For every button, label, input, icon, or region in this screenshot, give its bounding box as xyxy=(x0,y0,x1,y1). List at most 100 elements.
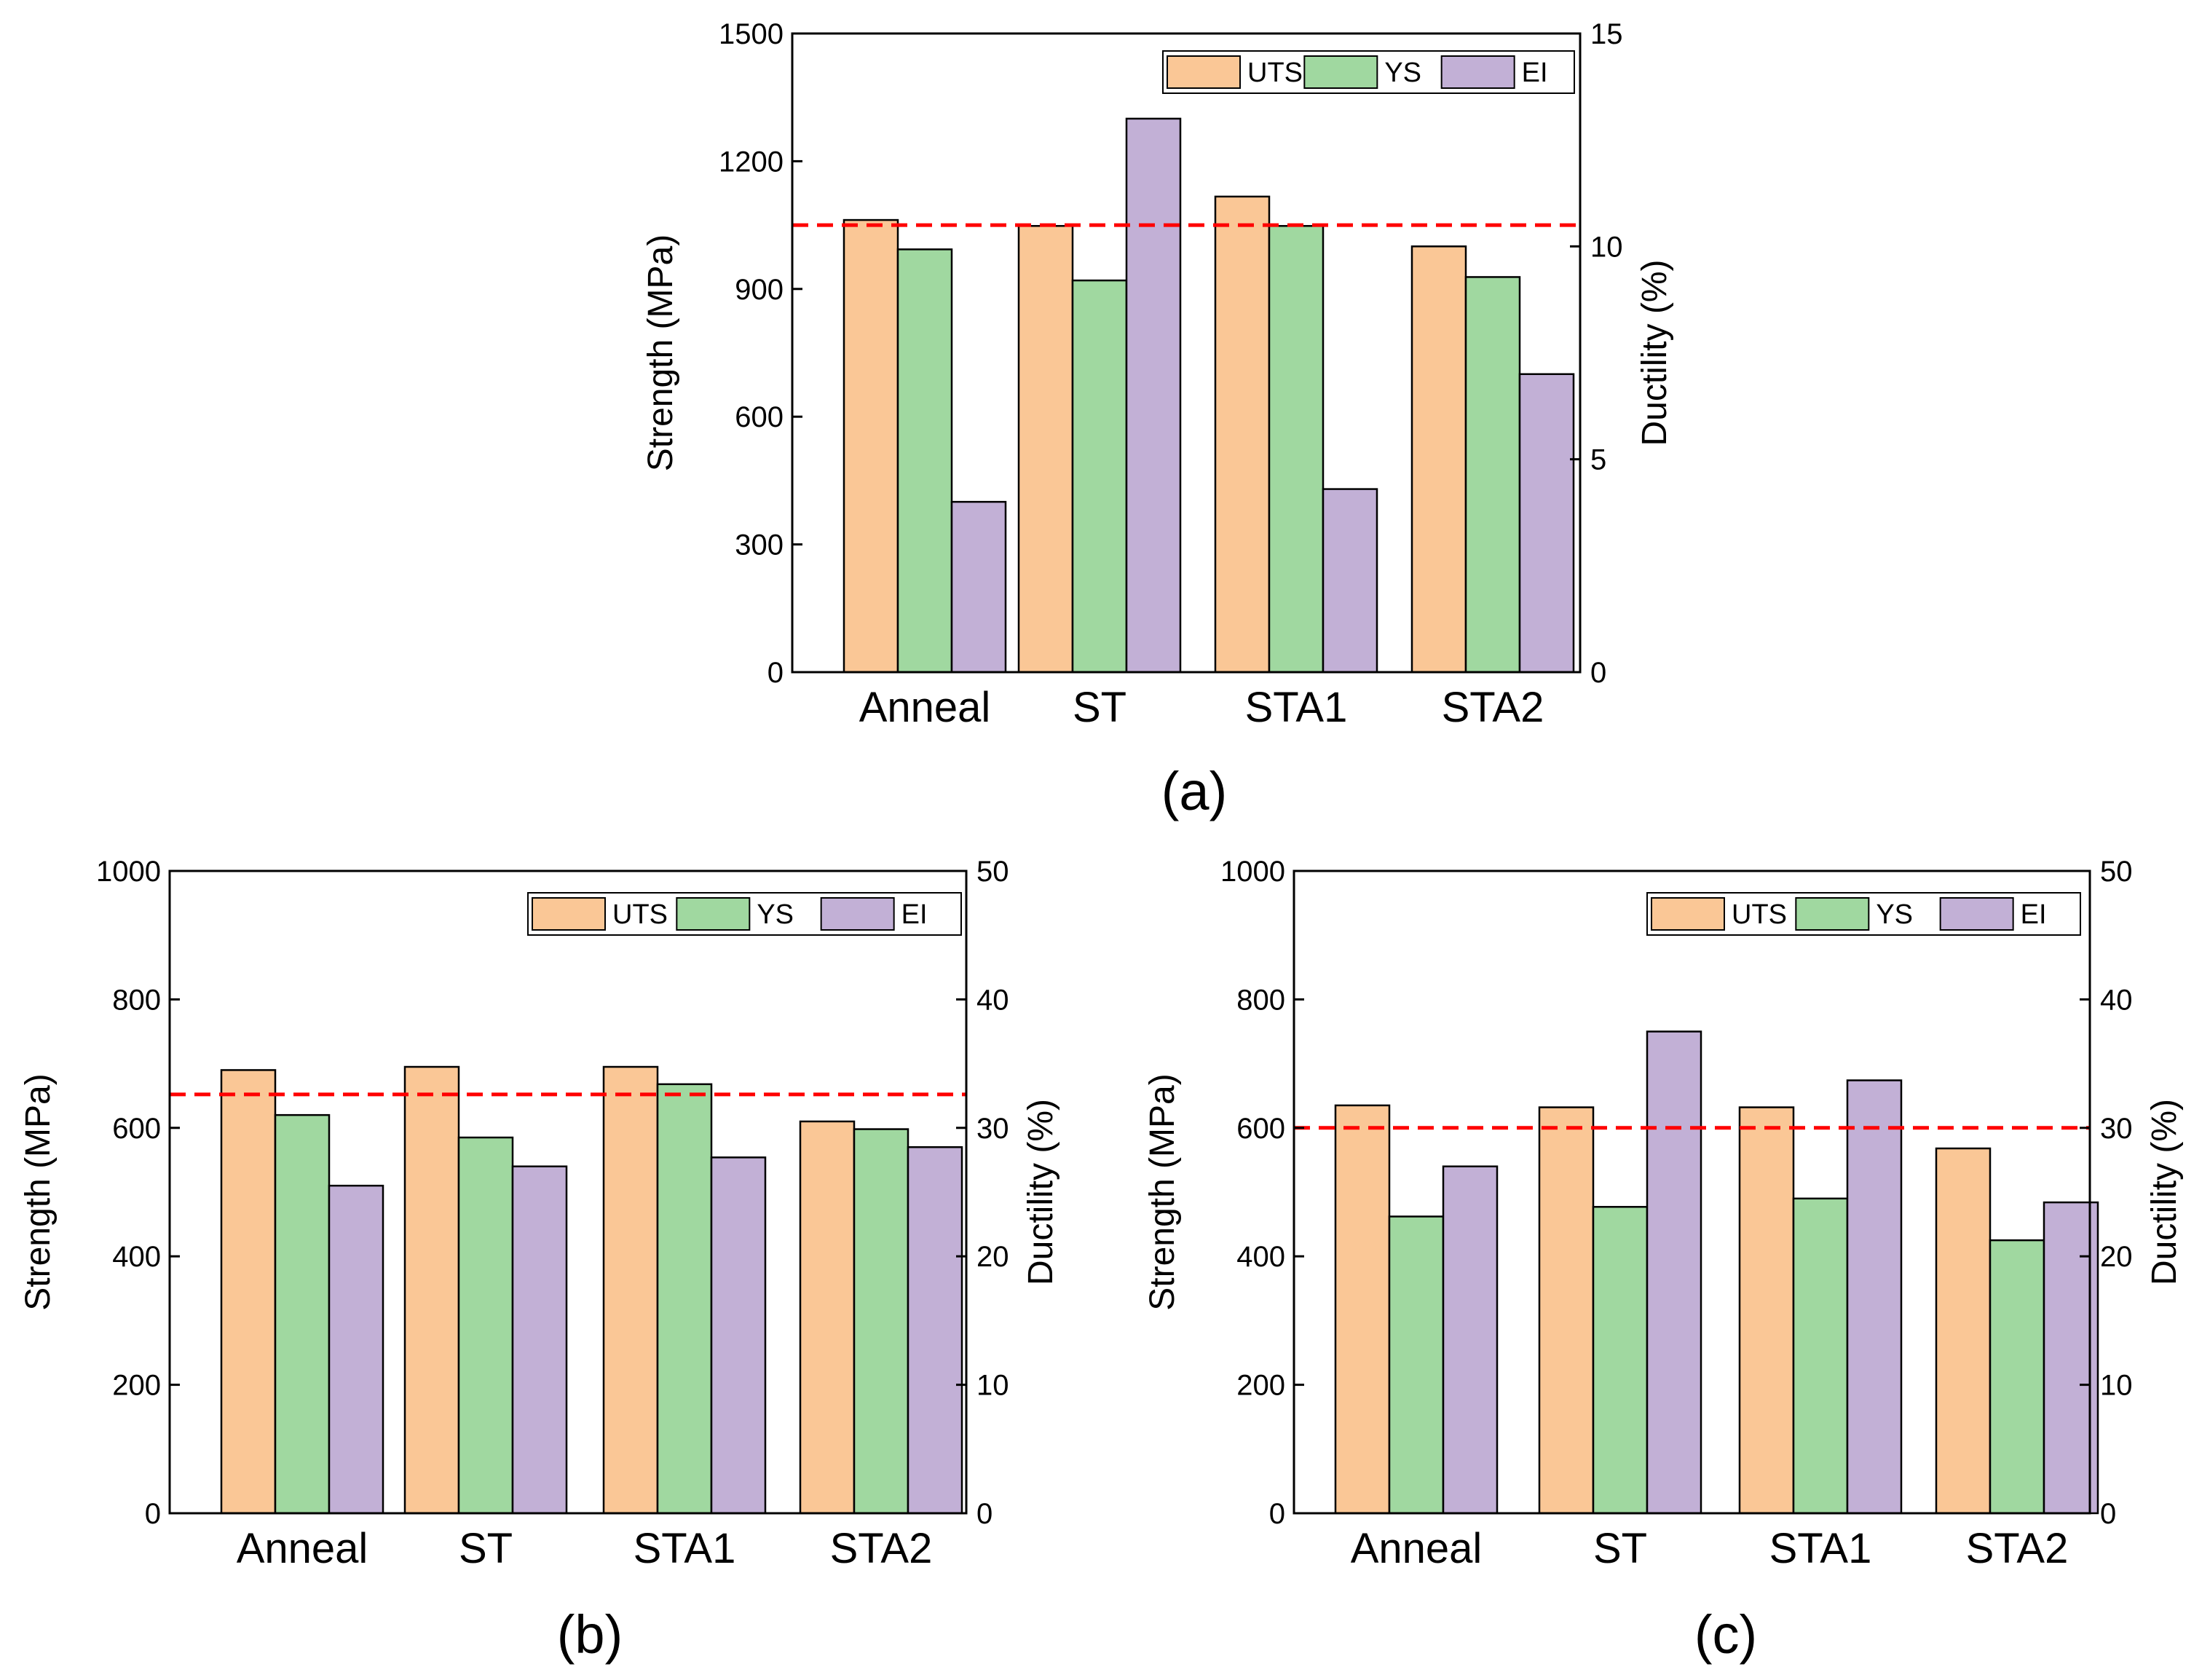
y-tick-label: 800 xyxy=(1236,984,1285,1016)
bar-uts-sta2 xyxy=(1935,1147,1992,1515)
y-tick-label: 600 xyxy=(1236,1113,1285,1145)
bar-ei-anneal xyxy=(950,500,1007,674)
bar-ys-sta1 xyxy=(1268,225,1325,674)
plot-frame xyxy=(791,32,1582,674)
legend: UTS YS EI xyxy=(1646,892,2081,936)
legend-swatch-ys xyxy=(676,897,751,931)
y-tick-label: 0 xyxy=(767,657,784,689)
y2-axis-title: Ductility (%) xyxy=(1022,1099,1060,1285)
y-tick-label: 200 xyxy=(112,1370,161,1402)
y2-tick-label: 40 xyxy=(976,984,1009,1016)
bar-ei-st xyxy=(1646,1030,1702,1515)
bar-ys-anneal xyxy=(1388,1215,1445,1515)
panel-label: (a) xyxy=(1161,761,1227,821)
legend-swatch-ys xyxy=(1795,897,1870,931)
legend-label-ei: EI xyxy=(1522,58,1548,88)
bar-ys-sta2 xyxy=(1464,276,1521,674)
y-tick-label: 1000 xyxy=(1220,856,1285,888)
y2-tick-label: 10 xyxy=(2100,1370,2133,1402)
y2-tick-label: 5 xyxy=(1590,444,1606,476)
legend-label-ei: EI xyxy=(2021,899,2047,930)
bar-uts-sta1 xyxy=(1738,1106,1795,1515)
chart-panel-c: Anneal ST STA1 STA2 0 200 400 600 800 1000 0 10 20 30… xyxy=(1143,856,2184,1665)
y-tick-label: 600 xyxy=(112,1113,161,1145)
legend-label-uts: UTS xyxy=(1247,58,1303,88)
legend-swatch-ys xyxy=(1303,55,1378,89)
bar-ys-sta2 xyxy=(853,1128,909,1515)
y-tick-label: 300 xyxy=(735,529,784,561)
legend-label-uts: UTS xyxy=(1732,899,1787,930)
y2-tick-label: 30 xyxy=(976,1113,1009,1145)
bar-ys-anneal xyxy=(896,248,953,674)
y2-tick-label: 40 xyxy=(2100,984,2133,1016)
x-tick-label-sta1: STA1 xyxy=(634,1525,736,1572)
bar-uts-sta1 xyxy=(602,1065,659,1515)
y-tick-label: 400 xyxy=(112,1241,161,1273)
bar-ei-st xyxy=(511,1165,568,1515)
bar-uts-anneal xyxy=(1334,1104,1391,1515)
legend-swatch-uts xyxy=(1167,55,1241,89)
y-axis-title: Strength (MPa) xyxy=(642,234,680,471)
bar-ys-anneal xyxy=(274,1113,331,1515)
bar-uts-sta2 xyxy=(799,1120,856,1515)
plot-frame xyxy=(1293,869,2091,1515)
chart-panel-a: Anneal ST STA1 STA2 0 300 600 900 1200 1500 0 5 10 15… xyxy=(642,18,1674,821)
chart-panel-b: Anneal ST STA1 STA2 0 200 400 600 800 1000 0 10 20 30… xyxy=(19,856,1060,1665)
y-tick-label: 800 xyxy=(112,984,161,1016)
bar-ys-st xyxy=(1592,1206,1649,1515)
y-tick-label: 600 xyxy=(735,401,784,433)
bar-ys-st xyxy=(1071,279,1128,674)
legend-label-ys: YS xyxy=(1876,899,1913,930)
y-tick-label: 1200 xyxy=(719,146,784,178)
bar-ei-anneal xyxy=(328,1184,384,1515)
y2-tick-label: 30 xyxy=(2100,1113,2133,1145)
legend-swatch-uts xyxy=(1651,897,1725,931)
bar-uts-anneal xyxy=(220,1069,277,1515)
x-tick-label-sta2: STA2 xyxy=(1966,1525,2069,1572)
legend: UTS YS EI xyxy=(527,892,962,936)
y2-axis-title: Ductility (%) xyxy=(2145,1099,2184,1285)
y2-tick-label: 50 xyxy=(2100,856,2133,888)
y2-tick-label: 50 xyxy=(976,856,1009,888)
bar-ys-sta1 xyxy=(1792,1197,1849,1515)
y2-tick-label: 10 xyxy=(1590,231,1623,263)
x-tick-label-st: ST xyxy=(1073,684,1126,731)
legend-swatch-ei xyxy=(1440,55,1515,89)
x-tick-label-sta2: STA2 xyxy=(1442,684,1544,731)
x-tick-label-st: ST xyxy=(1593,1525,1647,1572)
legend-label-ei: EI xyxy=(901,899,928,930)
bar-uts-sta2 xyxy=(1410,245,1467,674)
bar-ys-st xyxy=(457,1136,514,1515)
x-tick-label-anneal: Anneal xyxy=(237,1525,368,1572)
y2-tick-label: 0 xyxy=(2100,1498,2116,1530)
bar-uts-anneal xyxy=(842,218,899,674)
y2-tick-label: 15 xyxy=(1590,18,1623,50)
legend-swatch-ei xyxy=(1939,897,2014,931)
y-tick-label: 200 xyxy=(1236,1370,1285,1402)
y-tick-label: 1500 xyxy=(719,18,784,50)
y2-tick-label: 20 xyxy=(2100,1241,2133,1273)
legend-label-ys: YS xyxy=(757,899,794,930)
y-axis-title: Strength (MPa) xyxy=(19,1073,58,1310)
bar-ei-sta1 xyxy=(1322,488,1378,674)
plot-frame xyxy=(168,869,968,1515)
bar-uts-sta1 xyxy=(1214,195,1271,674)
legend-swatch-ei xyxy=(820,897,895,931)
y-tick-label: 900 xyxy=(735,274,784,306)
panel-label: (b) xyxy=(557,1604,623,1665)
legend-label-ys: YS xyxy=(1384,58,1421,88)
x-tick-label-anneal: Anneal xyxy=(859,684,991,731)
y2-axis-title: Ductility (%) xyxy=(1635,259,1674,446)
x-tick-label-sta2: STA2 xyxy=(830,1525,933,1572)
bar-uts-st xyxy=(403,1065,460,1515)
y2-tick-label: 0 xyxy=(976,1498,992,1530)
y2-tick-label: 0 xyxy=(1590,657,1606,689)
bar-ei-st xyxy=(1125,117,1182,674)
bar-uts-st xyxy=(1017,225,1074,674)
bar-ei-sta1 xyxy=(710,1156,767,1515)
bar-ys-sta1 xyxy=(656,1083,713,1515)
bar-ei-sta2 xyxy=(1518,373,1575,674)
y-tick-label: 1000 xyxy=(96,856,161,888)
bar-ei-sta1 xyxy=(1846,1079,1903,1515)
